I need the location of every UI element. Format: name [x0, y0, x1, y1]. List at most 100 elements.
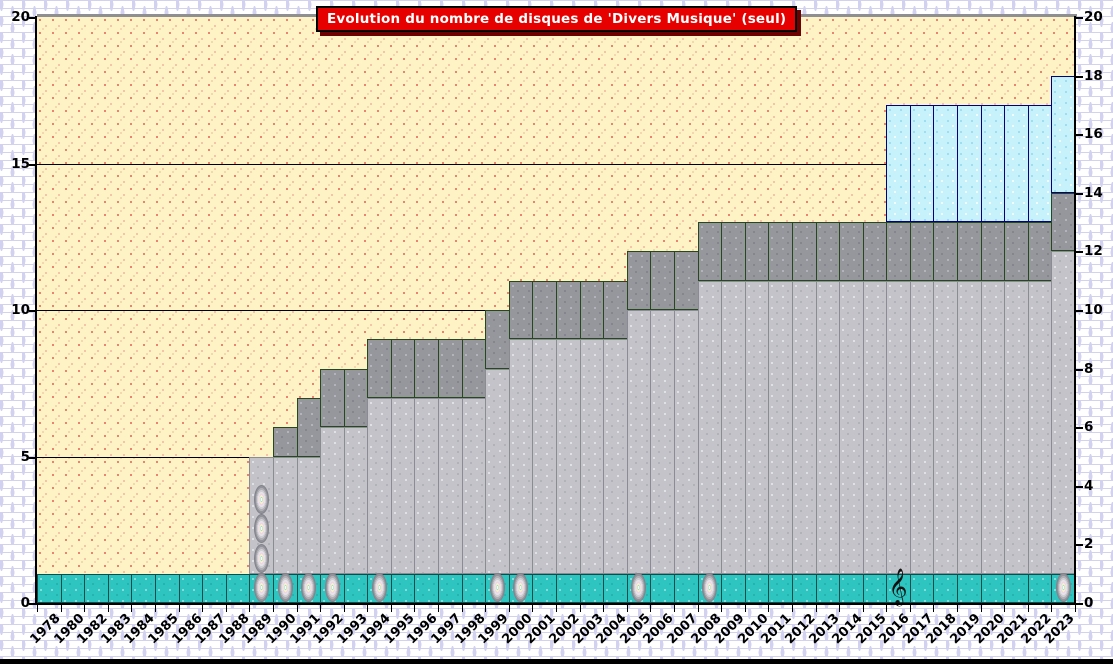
bar-segment-teal-base-band-2015 — [863, 574, 887, 603]
x-tick — [297, 605, 298, 612]
bar-segment-dark-gray-band-2019 — [957, 222, 982, 281]
x-tick — [1075, 605, 1076, 612]
y-tick-right-14 — [1076, 193, 1083, 195]
x-tick — [344, 605, 345, 612]
bar-segment-dark-gray-band-2011 — [768, 222, 793, 281]
bar-segment-teal-base-band-1997 — [438, 574, 463, 603]
x-tick — [698, 605, 699, 612]
bar-segment-light-gray-band-1990 — [273, 457, 298, 574]
bar-segment-dark-gray-band-2003 — [580, 281, 604, 339]
x-tick — [131, 605, 132, 612]
bar-segment-dark-gray-band-2007 — [674, 251, 699, 310]
x-tick — [438, 605, 439, 612]
x-tick — [721, 605, 722, 612]
y-tick-right-20 — [1076, 17, 1083, 19]
bottom-border — [0, 659, 1113, 664]
x-tick — [627, 605, 628, 612]
bar-segment-light-gray-band-2011 — [768, 281, 793, 574]
x-tick — [37, 605, 38, 612]
cd-icon — [372, 573, 387, 602]
y-axis-label-right-16: 16 — [1084, 126, 1103, 142]
bar-segment-teal-base-band-2003 — [580, 574, 604, 603]
bar-segment-dark-gray-band-1994 — [367, 339, 392, 398]
bar-segment-dark-gray-band-2017 — [910, 222, 934, 281]
bar-segment-light-gray-band-2021 — [1004, 281, 1029, 574]
bar-segment-teal-base-band-2016 — [886, 574, 911, 603]
bar-segment-light-gray-band-2005 — [627, 310, 651, 574]
bar-segment-light-gray-band-1999 — [485, 369, 510, 574]
bar-segment-teal-base-band-1983 — [108, 574, 132, 603]
x-tick — [650, 605, 651, 612]
x-tick — [155, 605, 156, 612]
bar-segment-dark-gray-band-1995 — [391, 339, 415, 398]
y-axis-label-right-0: 0 — [1084, 595, 1094, 611]
bar-segment-light-cyan-band-2021 — [1004, 105, 1029, 222]
bar-segment-light-cyan-band-2018 — [933, 105, 958, 222]
treble-clef-icon: 𝄞 — [888, 567, 908, 605]
bar-segment-dark-gray-band-1990 — [273, 427, 298, 457]
bar-segment-light-gray-band-1995 — [391, 398, 415, 574]
bar-segment-dark-gray-band-2022 — [1028, 222, 1052, 281]
cd-icon — [254, 485, 269, 514]
bar-segment-dark-gray-band-2023 — [1051, 193, 1076, 251]
y-tick-right-6 — [1076, 427, 1083, 429]
bar-segment-light-gray-band-2017 — [910, 281, 934, 574]
bar-segment-light-cyan-band-2020 — [981, 105, 1005, 222]
bar-segment-light-gray-band-1994 — [367, 398, 392, 574]
cd-icon — [254, 544, 269, 573]
cd-icon — [278, 573, 293, 602]
x-tick — [816, 605, 817, 612]
bar-segment-dark-gray-band-2012 — [792, 222, 817, 281]
bar-segment-light-gray-band-2016 — [886, 281, 911, 574]
x-axis-line — [35, 603, 1076, 605]
y-axis-label-right-12: 12 — [1084, 243, 1103, 259]
bar-segment-dark-gray-band-2014 — [839, 222, 864, 281]
y-tick-right-8 — [1076, 369, 1083, 371]
y-axis-label-right-10: 10 — [1084, 302, 1103, 318]
y-axis-label-right-2: 2 — [1084, 536, 1094, 552]
bar-segment-light-gray-band-2012 — [792, 281, 817, 574]
bar-segment-light-gray-band-1996 — [414, 398, 439, 574]
bar-segment-dark-gray-band-2006 — [650, 251, 675, 310]
bar-segment-dark-gray-band-2016 — [886, 222, 911, 281]
bar-segment-dark-gray-band-2005 — [627, 251, 651, 310]
y-tick-left-10 — [29, 310, 36, 312]
bar-segment-light-gray-band-2007 — [674, 310, 699, 574]
x-tick — [674, 605, 675, 612]
bar-segment-light-gray-band-2022 — [1028, 281, 1052, 574]
bar-segment-light-gray-band-2020 — [981, 281, 1005, 574]
bar-segment-light-gray-band-2006 — [650, 310, 675, 574]
cd-icon — [1056, 573, 1071, 602]
bar-segment-dark-gray-band-1992 — [320, 369, 345, 427]
bar-segment-teal-base-band-2007 — [674, 574, 699, 603]
bar-segment-teal-base-band-1988 — [226, 574, 250, 603]
x-tick — [391, 605, 392, 612]
bar-segment-light-gray-band-1991 — [297, 457, 321, 574]
bar-segment-teal-base-band-2001 — [532, 574, 557, 603]
bar-segment-dark-gray-band-1991 — [297, 398, 321, 457]
y-axis-line-left — [35, 16, 37, 605]
x-tick — [886, 605, 887, 612]
bar-segment-light-gray-band-2003 — [580, 339, 604, 574]
bar-segment-light-gray-band-2001 — [532, 339, 557, 574]
bar-segment-dark-gray-band-1996 — [414, 339, 439, 398]
bar-segment-light-gray-band-2008 — [698, 281, 722, 574]
y-tick-left-5 — [29, 457, 36, 459]
bar-segment-light-gray-band-2009 — [721, 281, 746, 574]
x-tick — [745, 605, 746, 612]
x-tick — [910, 605, 911, 612]
bar-segment-dark-gray-band-1993 — [344, 369, 368, 427]
bar-segment-teal-base-band-1987 — [202, 574, 227, 603]
y-tick-right-18 — [1076, 76, 1083, 78]
bar-segment-dark-gray-band-2009 — [721, 222, 746, 281]
x-tick — [509, 605, 510, 612]
x-tick — [320, 605, 321, 612]
y-axis-label-right-4: 4 — [1084, 478, 1094, 494]
bar-segment-light-gray-band-1998 — [462, 398, 486, 574]
bar-segment-light-gray-band-2019 — [957, 281, 982, 574]
y-axis-label-left-10: 10 — [11, 302, 30, 318]
bar-segment-teal-base-band-1982 — [84, 574, 109, 603]
cd-icon — [325, 573, 340, 602]
bar-segment-light-gray-band-1993 — [344, 427, 368, 574]
